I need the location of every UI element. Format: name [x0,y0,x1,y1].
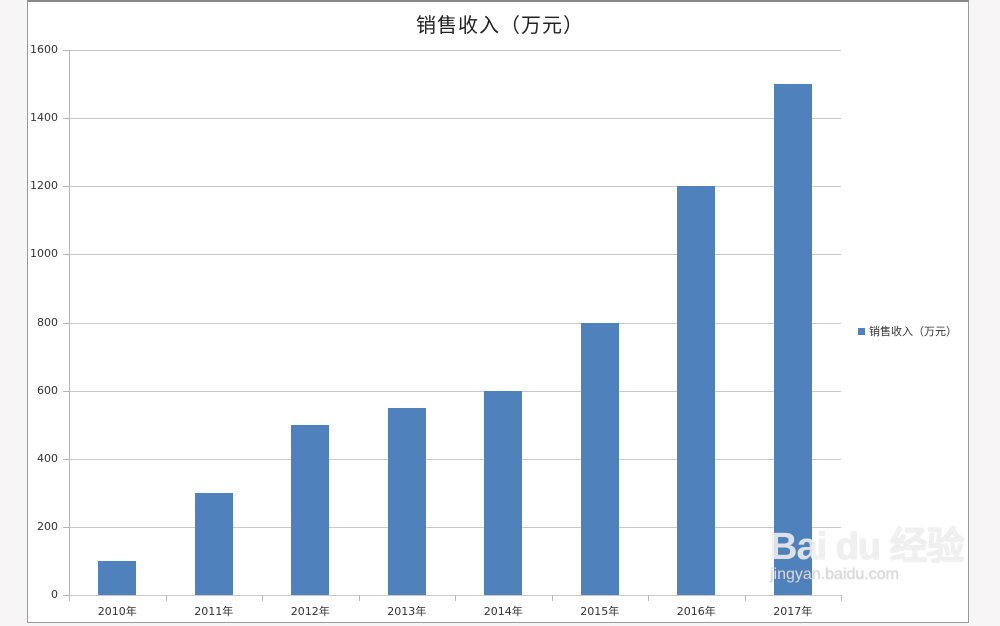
y-tick [63,322,69,324]
gridline [69,526,841,528]
y-tick-label: 1400 [30,111,58,125]
bar [194,492,233,595]
gridline [69,390,841,392]
bar [580,322,619,595]
legend-label: 销售收入（万元） [869,325,957,338]
x-tick-label: 2011年 [194,605,234,618]
y-tick [63,390,69,392]
y-axis [69,50,70,596]
y-tick [63,595,69,596]
y-tick-label: 1600 [30,43,58,56]
y-tick [63,186,69,188]
chart-title: 销售收入（万元） [416,13,584,37]
bar [387,407,426,595]
x-tick-label: 2017年 [773,605,813,618]
x-tick [262,595,263,601]
x-tick [744,595,746,601]
x-tick [165,595,167,601]
x-tick-label: 2010年 [97,605,137,618]
y-tick-label: 200 [37,519,58,533]
x-tick [455,595,456,601]
x-tick-label: 2015年 [580,605,620,618]
y-tick [63,458,69,460]
gridline [69,254,841,256]
bar [484,390,523,595]
y-tick [63,118,69,120]
y-tick-label: 0 [51,588,58,601]
x-tick [69,595,70,601]
x-tick [648,595,649,601]
x-tick-label: 2012年 [290,605,330,618]
y-tick-label: 1000 [30,247,58,261]
bar [773,84,812,595]
y-tick-label: 800 [37,315,58,329]
gridline [69,322,841,324]
gridline [69,118,841,120]
bar [677,186,716,595]
bar [98,560,137,595]
y-tick [63,526,69,528]
x-tick [841,595,842,601]
gridline [69,186,841,188]
x-tick [358,595,360,601]
bar [291,424,330,595]
y-tick [63,50,69,51]
x-tick-label: 2014年 [483,605,523,618]
legend-swatch [858,327,865,335]
plot-area [69,50,841,596]
gridline [69,458,841,460]
y-tick [63,254,69,256]
y-tick-label: 1200 [30,179,58,193]
x-tick-label: 2016年 [676,605,716,618]
gridline [69,50,841,51]
legend: 销售收入（万元） [858,323,957,339]
x-tick-label: 2013年 [387,605,427,618]
x-tick [551,595,553,601]
y-tick-label: 600 [37,383,58,397]
y-tick-label: 400 [37,451,58,465]
